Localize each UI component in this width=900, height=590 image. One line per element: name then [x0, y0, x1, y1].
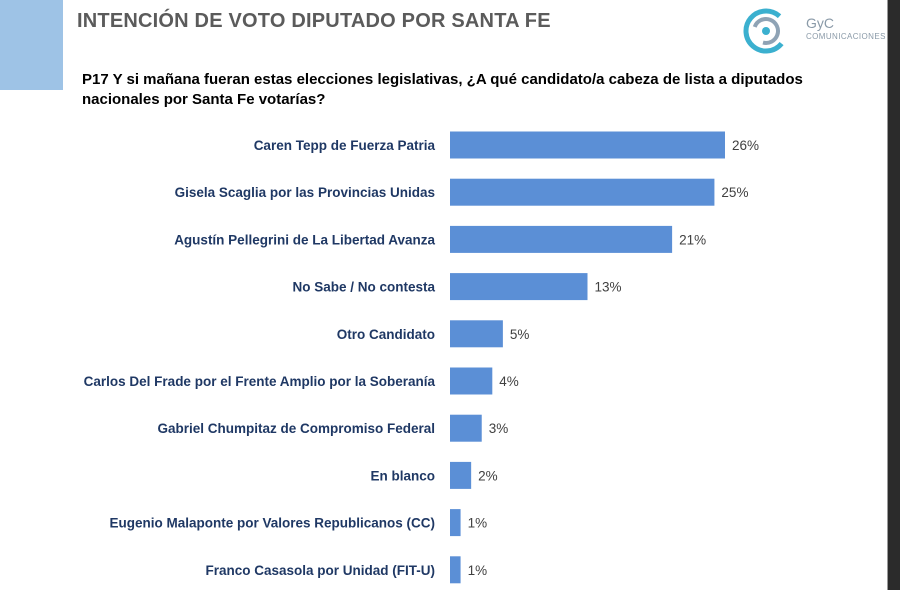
logo-subtitle: COMUNICACIONES	[806, 32, 886, 41]
category-label: No Sabe / No contesta	[292, 280, 435, 295]
bar	[450, 367, 493, 395]
category-label: Eugenio Malaponte por Valores Republican…	[109, 516, 435, 531]
value-label: 5%	[510, 327, 530, 342]
bar	[450, 225, 673, 253]
left-accent-block	[0, 0, 63, 90]
bar	[450, 320, 503, 348]
page-title: INTENCIÓN DE VOTO DIPUTADO POR SANTA FE	[77, 10, 551, 32]
frame-divider	[887, 0, 888, 590]
bar	[450, 509, 461, 537]
category-label: Agustín Pellegrini de La Libertad Avanza	[174, 232, 435, 247]
bar	[450, 273, 588, 301]
bar	[450, 414, 482, 442]
category-label: Franco Casasola por Unidad (FIT-U)	[205, 563, 435, 578]
value-label: 3%	[489, 421, 509, 436]
value-label: 25%	[721, 185, 748, 200]
value-label: 13%	[595, 280, 622, 295]
bar	[450, 556, 461, 584]
category-label: Gabriel Chumpitaz de Compromiso Federal	[157, 421, 435, 436]
value-label: 1%	[468, 516, 488, 531]
category-label: Gisela Scaglia por las Provincias Unidas	[175, 185, 435, 200]
value-label: 21%	[679, 232, 706, 247]
value-label: 1%	[468, 563, 488, 578]
category-label: Carlos Del Frade por el Frente Amplio po…	[84, 374, 436, 389]
category-label: En blanco	[370, 468, 435, 483]
bar	[450, 178, 715, 206]
survey-question: P17 Y si mañana fueran estas elecciones …	[82, 71, 803, 108]
logo-brand: GyC	[806, 15, 834, 31]
logo-text: GyC COMUNICACIONES	[806, 15, 886, 43]
value-label: 4%	[499, 374, 519, 389]
category-label: Caren Tepp de Fuerza Patria	[254, 138, 436, 153]
gyc-logo-icon	[743, 8, 789, 54]
window-edge	[888, 0, 900, 590]
value-label: 26%	[732, 138, 759, 153]
category-label: Otro Candidato	[337, 327, 435, 342]
value-label: 2%	[478, 468, 498, 483]
bar	[450, 461, 472, 489]
bar	[450, 131, 725, 159]
